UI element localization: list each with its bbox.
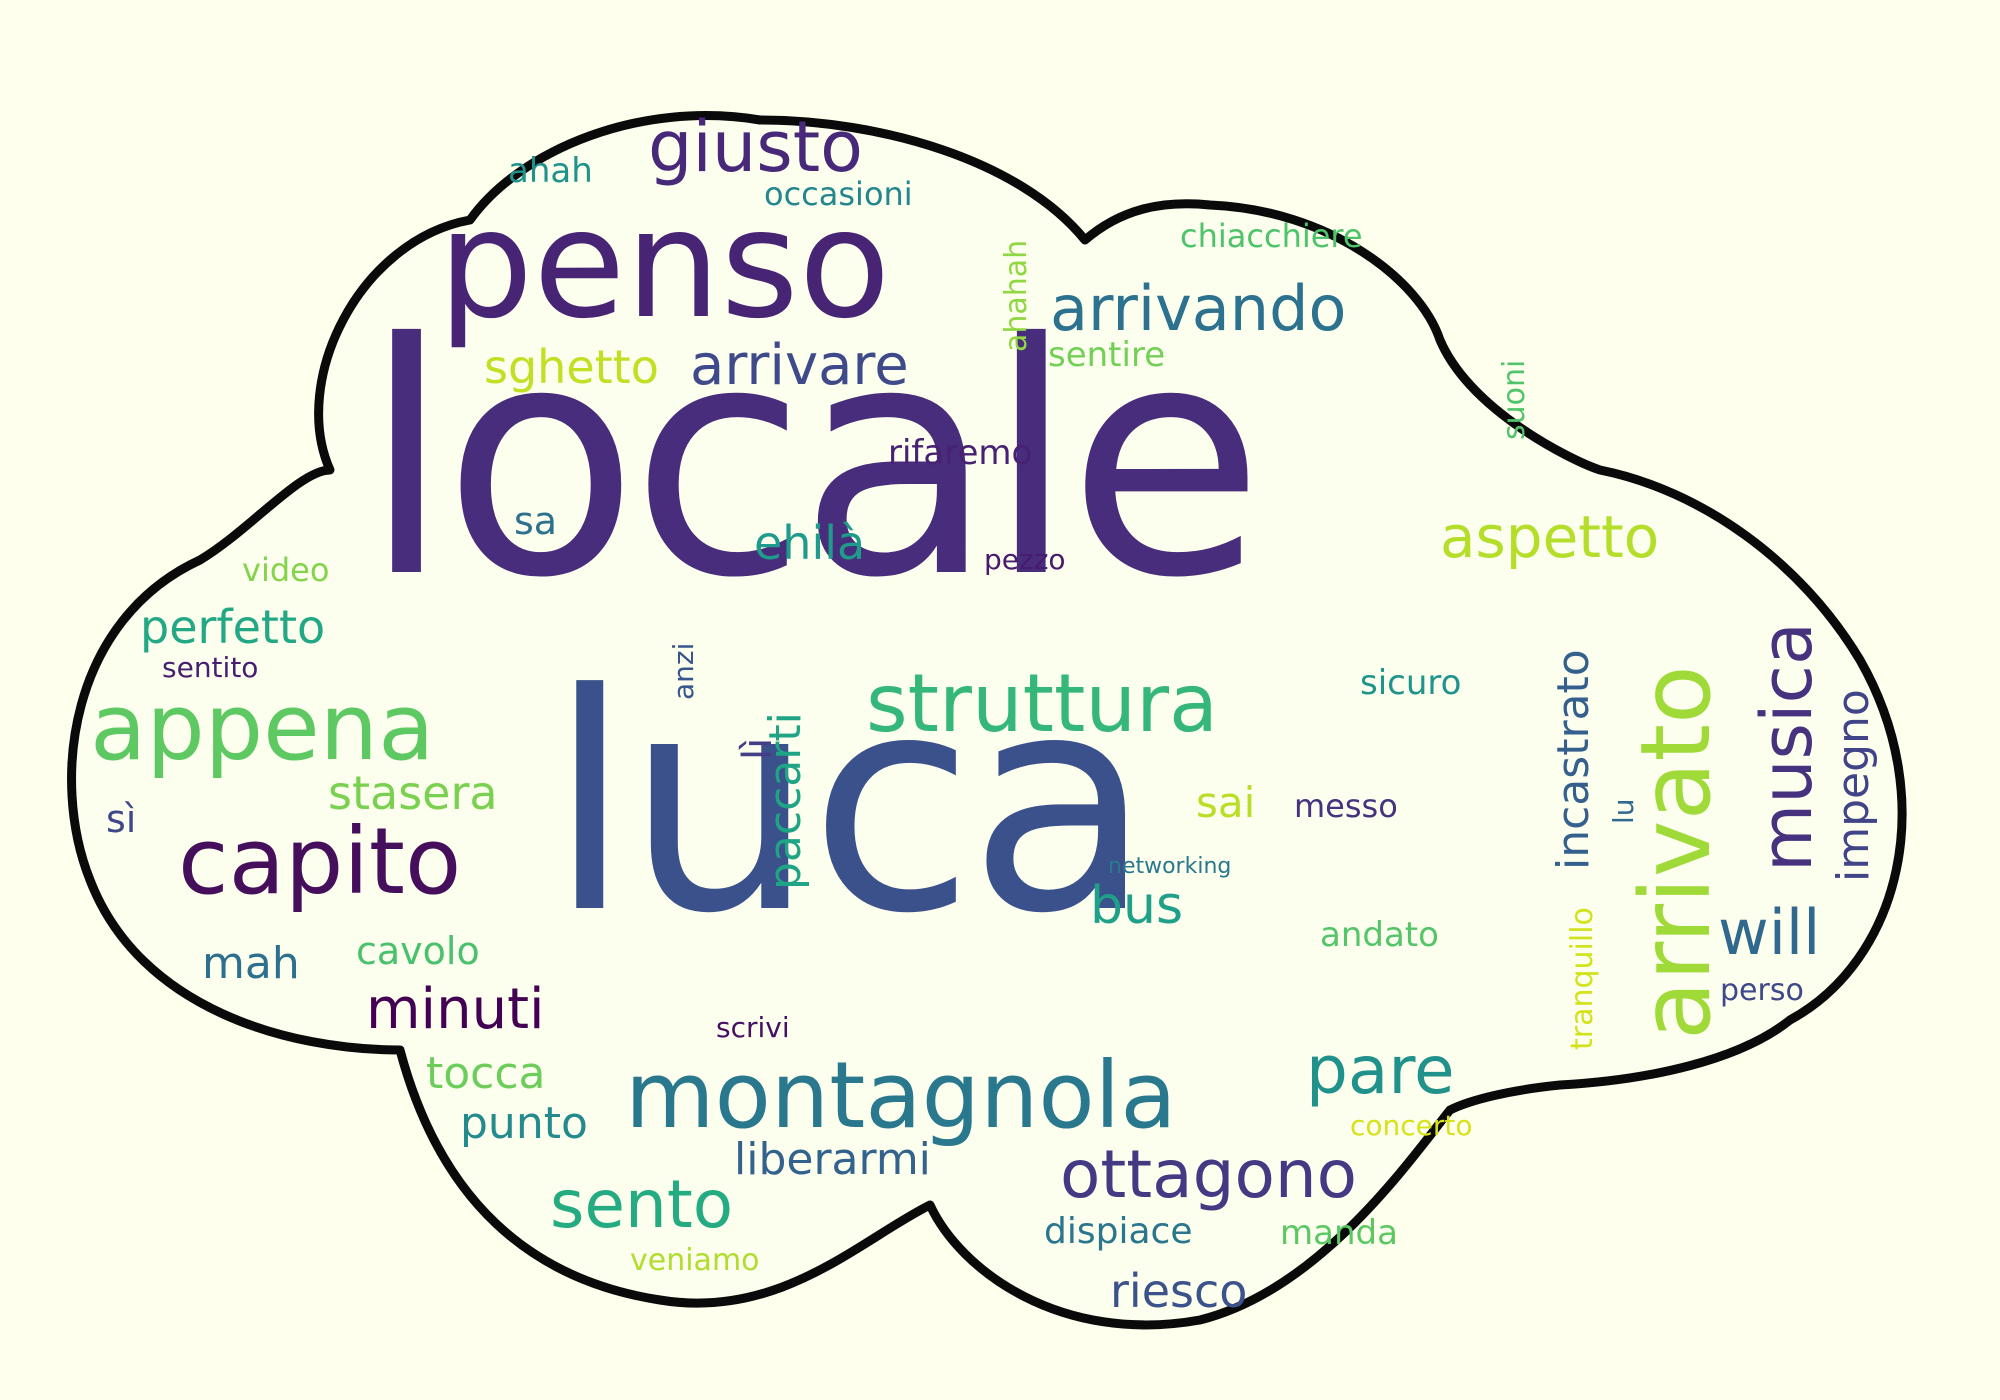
word-sentire: sentire	[1048, 335, 1166, 375]
word-lu: lu	[1607, 798, 1640, 824]
word-incastrato: incastrato	[1548, 649, 1599, 870]
word-perso: perso	[1720, 973, 1804, 1008]
word-penso: penso	[438, 178, 891, 352]
word-tocca: tocca	[426, 1048, 546, 1099]
word-perfetto: perfetto	[140, 600, 326, 654]
word-arrivando: arrivando	[1050, 272, 1347, 345]
word-impegno: impegno	[1828, 689, 1879, 882]
word-suoni: suoni	[1497, 359, 1532, 440]
word-cavolo: cavolo	[356, 929, 480, 973]
word-aspetto: aspetto	[1440, 503, 1660, 571]
word-sicuro: sicuro	[1360, 663, 1462, 703]
word-networking: networking	[1108, 854, 1232, 879]
word-arrivato: arrivato	[1620, 665, 1732, 1040]
word-pare: pare	[1306, 1032, 1455, 1109]
word-montagnola: montagnola	[625, 1042, 1177, 1149]
word-liberarmi: liberarmi	[734, 1134, 931, 1185]
word-mah: mah	[202, 938, 300, 989]
word-minuti: minuti	[366, 977, 545, 1042]
word-sento: sento	[550, 1166, 734, 1243]
word-manda: manda	[1280, 1213, 1398, 1253]
word-arrivare: arrivare	[690, 333, 909, 398]
word-si: sì	[106, 797, 137, 841]
cloud-outline	[67, 111, 1907, 1330]
word-sghetto: sghetto	[484, 340, 659, 394]
word-scrivi: scrivi	[716, 1011, 790, 1044]
word-concerto: concerto	[1350, 1109, 1473, 1142]
word-dispiace: dispiace	[1044, 1211, 1193, 1252]
word-ehila: ehilà	[754, 516, 866, 570]
word-veniamo: veniamo	[630, 1243, 760, 1278]
word-sa: sa	[514, 499, 558, 543]
word-capito: capito	[178, 808, 462, 915]
word-andato: andato	[1320, 915, 1439, 955]
word-stasera: stasera	[328, 766, 498, 820]
word-pezzo: pezzo	[984, 543, 1066, 576]
word-messo: messo	[1294, 787, 1398, 825]
word-appena: appena	[90, 674, 435, 781]
word-ahahah: ahahah	[999, 239, 1034, 352]
word-luca: luca	[548, 630, 1152, 979]
word-giusto: giusto	[648, 106, 863, 188]
word-tranquillo: tranquillo	[1565, 907, 1600, 1050]
word-bus: bus	[1090, 876, 1184, 936]
word-chiacchiere: chiacchiere	[1180, 217, 1363, 255]
word-video: video	[242, 551, 330, 589]
word-anzi: anzi	[667, 642, 700, 700]
word-punto: punto	[460, 1098, 588, 1149]
word-sai: sai	[1196, 778, 1256, 827]
word-sentito: sentito	[162, 651, 259, 684]
word-locale: locale	[362, 276, 1264, 648]
word-li: lì	[735, 737, 781, 760]
word-rifaremo: rifaremo	[888, 433, 1033, 473]
word-will: will	[1718, 896, 1821, 969]
word-occasioni: occasioni	[764, 175, 913, 213]
word-ahah: ahah	[508, 151, 593, 191]
word-struttura: struttura	[866, 657, 1218, 750]
word-ottagono: ottagono	[1060, 1136, 1358, 1213]
word-musica: musica	[1746, 622, 1828, 872]
word-riesco: riesco	[1110, 1264, 1248, 1318]
